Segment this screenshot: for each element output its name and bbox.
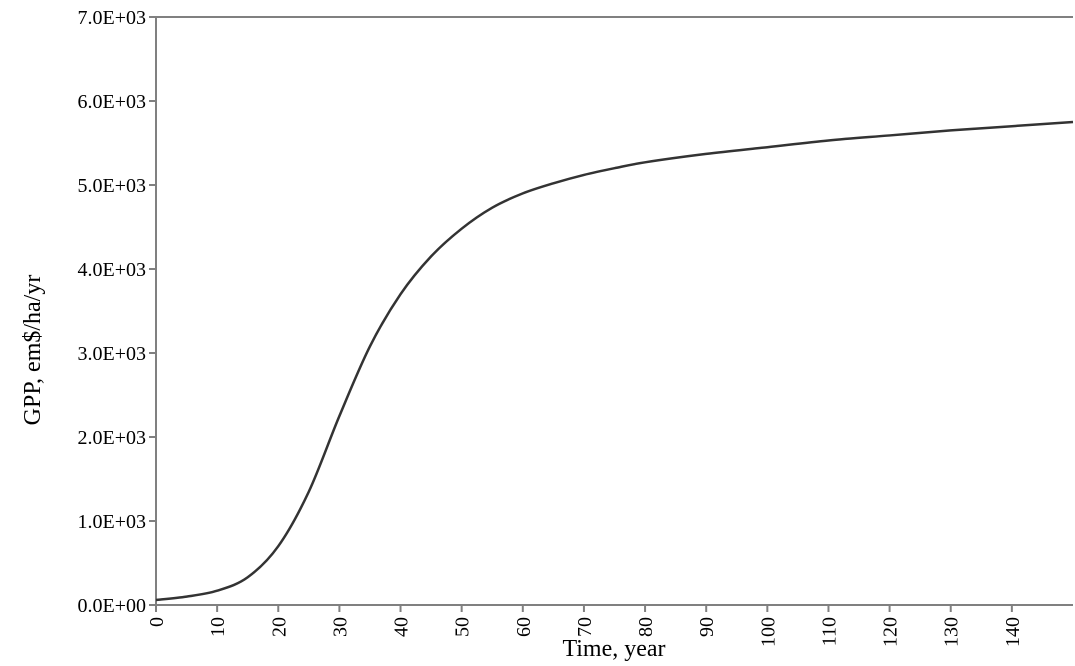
- y-axis-ticks: 0.0E+00 1.0E+03 2.0E+03 3.0E+03 4.0E+03 5.0E+…: [78, 7, 157, 617]
- y-tick-label: 0.0E+00: [78, 595, 147, 617]
- gpp-series-line: [156, 122, 1073, 600]
- x-tick-label: 80: [635, 617, 657, 637]
- x-tick-label: 30: [329, 617, 351, 637]
- x-tick-label: 50: [452, 617, 474, 637]
- y-tick-label: 1.0E+03: [78, 511, 147, 533]
- x-tick-label: 130: [941, 617, 963, 647]
- x-tick-label: 110: [818, 617, 840, 646]
- x-tick-label: 20: [268, 617, 290, 637]
- x-tick-label: 40: [391, 617, 413, 637]
- y-tick-label: 2.0E+03: [78, 427, 147, 449]
- x-tick-label: 90: [696, 617, 718, 637]
- x-tick-label: 10: [207, 617, 229, 637]
- x-tick-label: 60: [513, 617, 535, 637]
- x-tick-label: 0: [146, 617, 168, 627]
- y-tick-label: 4.0E+03: [78, 259, 147, 281]
- x-axis-title: Time, year: [562, 636, 665, 662]
- x-tick-label: 70: [574, 617, 596, 637]
- y-tick-label: 7.0E+03: [78, 7, 147, 29]
- x-tick-label: 140: [1002, 617, 1024, 647]
- y-axis-title: GPP, em$/ha/yr: [20, 275, 46, 426]
- y-tick-label: 6.0E+03: [78, 91, 147, 113]
- x-tick-label: 120: [880, 617, 902, 647]
- y-tick-label: 5.0E+03: [78, 175, 147, 197]
- x-tick-label: 100: [757, 617, 779, 647]
- y-tick-label: 3.0E+03: [78, 343, 147, 365]
